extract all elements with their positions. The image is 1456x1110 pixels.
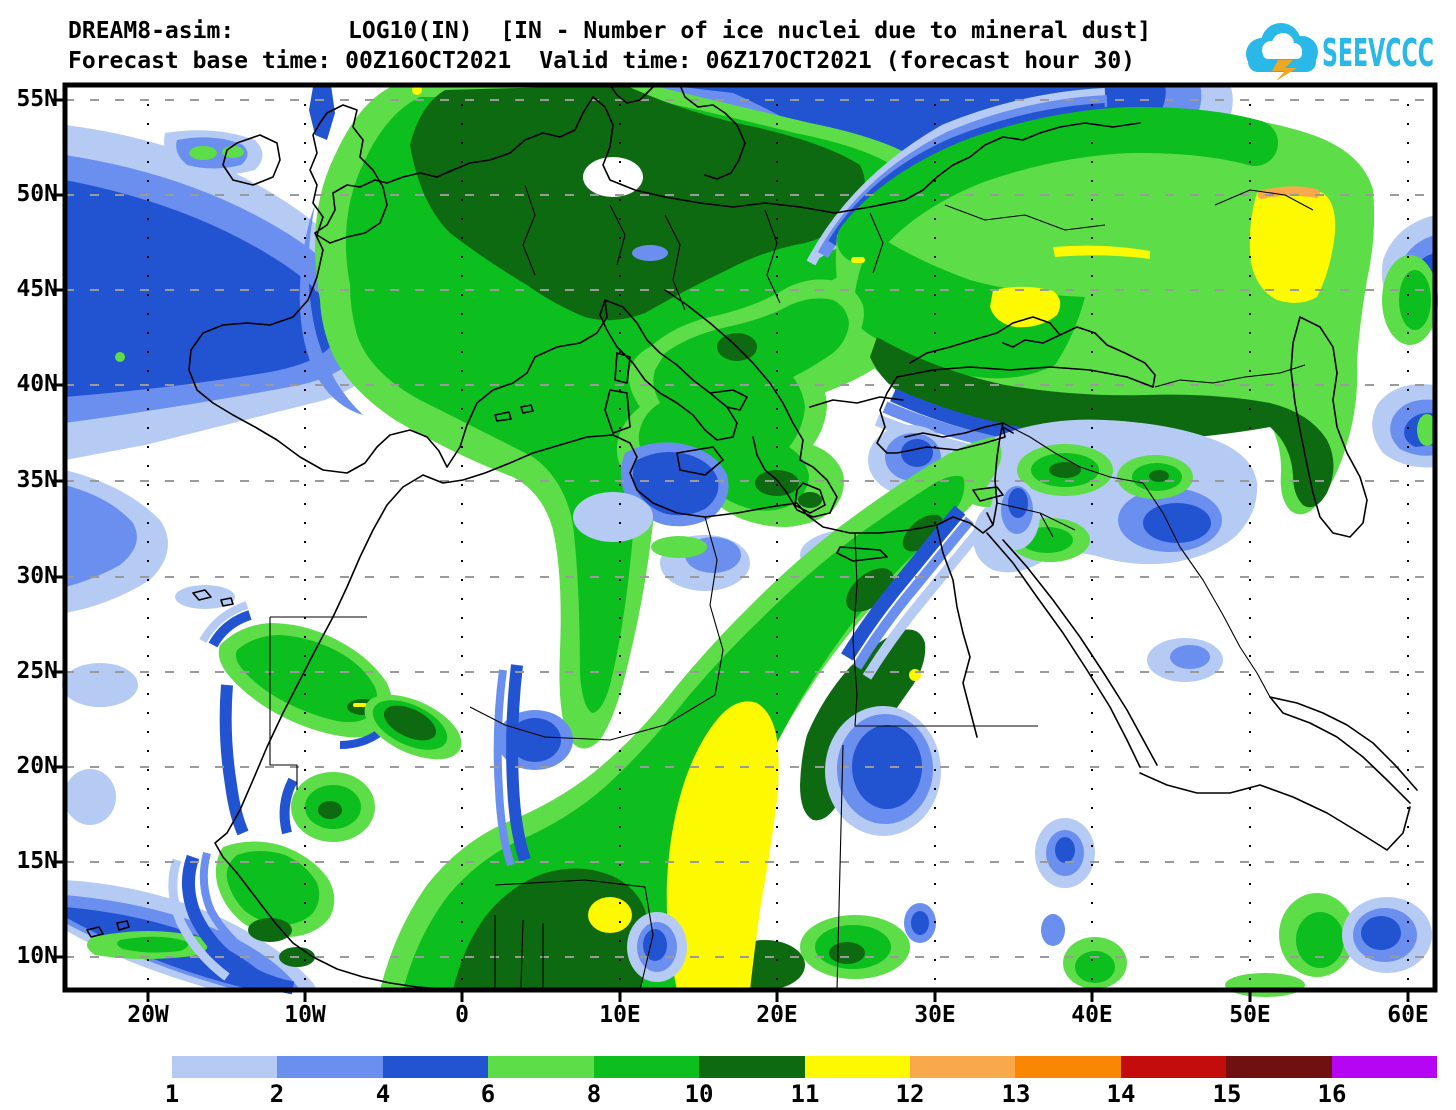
page-title: LOG10(IN) [IN - Number of ice nuclei due… <box>348 18 1152 44</box>
map-frame <box>62 82 1438 993</box>
cloud-icon <box>1246 23 1318 80</box>
base-time-label: Forecast base time: <box>68 48 332 74</box>
base-time-value: 00Z16OCT2021 <box>345 48 512 74</box>
legend-tick-label: 12 <box>895 1080 925 1108</box>
lon-tick-label: 10W <box>284 1002 326 1028</box>
legend-segment <box>488 1056 594 1078</box>
legend-segment <box>804 1056 910 1078</box>
legend-tick-label: 16 <box>1317 1080 1347 1108</box>
lat-tick-label: 40N <box>16 371 58 397</box>
legend-tick-label: 14 <box>1106 1080 1136 1108</box>
lat-tick-label: 50N <box>16 181 58 207</box>
lon-tick-label: 20W <box>127 1002 169 1028</box>
legend-segment <box>382 1056 489 1078</box>
lat-tick-label: 30N <box>16 563 58 589</box>
legend-segment <box>1226 1056 1332 1078</box>
lightning-bolt-icon <box>1272 60 1297 80</box>
lat-tick-label: 20N <box>16 753 58 779</box>
model-name: DREAM8-asim: <box>68 18 235 44</box>
lat-tick-label: 35N <box>16 467 58 493</box>
forecast-hour-note: (forecast hour 30) <box>885 48 1136 74</box>
logo-text: SEEVCCC <box>1322 31 1434 75</box>
lon-tick-label: 20E <box>756 1002 798 1028</box>
valid-time-value: 06Z17OCT2021 <box>705 48 872 74</box>
legend-tick-label: 15 <box>1212 1080 1242 1108</box>
legend-tick-label: 2 <box>269 1080 285 1108</box>
grid-lines <box>65 85 1435 990</box>
lat-tick-label: 25N <box>16 658 58 684</box>
lon-tick-label: 60E <box>1387 1002 1429 1028</box>
legend-segment <box>699 1056 805 1078</box>
legend-segment <box>1015 1056 1121 1078</box>
lat-tick-label: 55N <box>16 86 58 112</box>
coastlines <box>86 84 1418 991</box>
lon-tick-label: 30E <box>914 1002 956 1028</box>
legend-tick-label: 11 <box>790 1080 820 1108</box>
legend-tick-label: 8 <box>586 1080 602 1108</box>
legend-tick-label: 1 <box>164 1080 180 1108</box>
lat-tick-label: 15N <box>16 848 58 874</box>
map-area: 55N 50N 45N 40N 35N 30N 25N 20N 15N 10N … <box>16 82 1438 1028</box>
legend-segment <box>172 1056 278 1078</box>
lon-tick-label: 0 <box>455 1002 469 1028</box>
legend-tick-label: 6 <box>480 1080 496 1108</box>
legend-segment <box>1120 1056 1227 1078</box>
axis-ticks <box>52 98 1410 1002</box>
lat-tick-label: 10N <box>16 943 58 969</box>
seevccc-logo: SEEVCCC <box>1246 23 1434 80</box>
contour-map <box>52 82 1438 1002</box>
legend-segment <box>593 1056 700 1078</box>
legend-segment <box>909 1056 1016 1078</box>
legend-segment <box>277 1056 383 1078</box>
legend-segment <box>1331 1056 1438 1078</box>
legend-tick-label: 4 <box>375 1080 391 1108</box>
lon-tick-label: 40E <box>1071 1002 1113 1028</box>
legend-tick-label: 13 <box>1001 1080 1031 1108</box>
legend-colorbar <box>172 1056 1438 1078</box>
lon-tick-label: 10E <box>599 1002 641 1028</box>
valid-time-label: Valid time: <box>539 48 692 74</box>
forecast-time-line: Forecast base time: 00Z16OCT2021 Valid tim… <box>68 48 1135 74</box>
lat-tick-label: 45N <box>16 276 58 302</box>
lon-tick-label: 50E <box>1229 1002 1271 1028</box>
legend-tick-label: 10 <box>684 1080 714 1108</box>
